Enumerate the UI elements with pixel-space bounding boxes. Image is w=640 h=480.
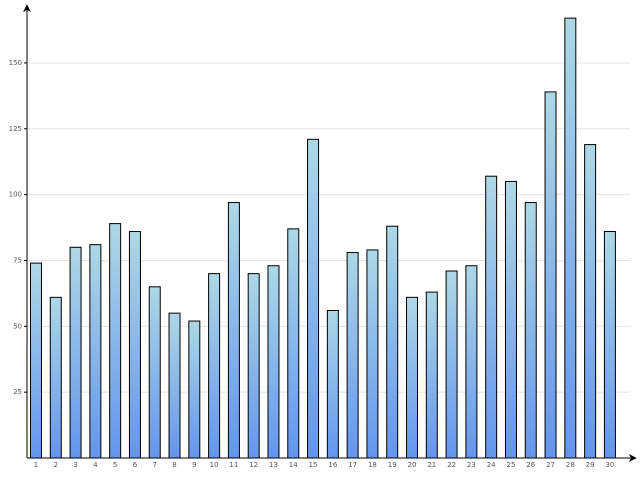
bar (188, 320, 201, 459)
y-tick-label: 100 (9, 191, 22, 199)
x-tick-label: 20 (408, 461, 417, 469)
bar (504, 180, 517, 459)
bar (465, 265, 478, 459)
bar (485, 175, 498, 459)
x-tick-label: 13 (269, 461, 278, 469)
y-tick-label: 50 (13, 322, 22, 330)
x-tick-label: 16 (328, 461, 337, 469)
x-tick-label: 15 (309, 461, 318, 469)
x-tick-label: 5 (113, 461, 117, 469)
bar (69, 246, 82, 459)
bar (326, 310, 339, 459)
x-tick-label: 18 (368, 461, 377, 469)
y-tick-label: 75 (13, 256, 22, 264)
x-tick-label: 14 (289, 461, 298, 469)
x-tick-label: 28 (566, 461, 575, 469)
bar (406, 296, 419, 459)
bar (445, 270, 458, 459)
bar (89, 244, 102, 459)
bar (287, 228, 300, 459)
y-tick-label: 125 (9, 125, 22, 133)
bar (128, 231, 141, 459)
x-tick-label: 2 (54, 461, 58, 469)
y-tick-label: 25 (13, 388, 22, 396)
x-tick-label: 10 (210, 461, 219, 469)
bar (227, 202, 240, 459)
x-tick-label: 17 (348, 461, 357, 469)
bar (544, 91, 557, 459)
x-tick-label: 24 (487, 461, 496, 469)
x-tick-label: 22 (447, 461, 456, 469)
bar (564, 17, 577, 459)
x-tick-label: 7 (153, 461, 157, 469)
bar (603, 231, 616, 459)
bar (208, 273, 221, 459)
bar (307, 138, 320, 459)
bar (524, 202, 537, 459)
bar (267, 265, 280, 459)
x-tick-label: 6 (133, 461, 138, 469)
x-tick-label: 23 (467, 461, 476, 469)
x-tick-label: 11 (229, 461, 238, 469)
x-tick-label: 12 (249, 461, 258, 469)
x-tick-label: 30 (605, 461, 614, 469)
x-tick-label: 25 (506, 461, 515, 469)
x-tick-label: 27 (546, 461, 555, 469)
x-tick-label: 8 (172, 461, 176, 469)
bar (168, 312, 181, 459)
x-tick-label: 26 (526, 461, 535, 469)
x-tick-label: 9 (192, 461, 196, 469)
bar (425, 291, 438, 459)
x-tick-label: 21 (427, 461, 436, 469)
x-tick-label: 19 (388, 461, 397, 469)
x-tick-label: 29 (586, 461, 595, 469)
bar (29, 262, 42, 459)
bar (584, 144, 597, 459)
bar (247, 273, 260, 459)
bar (386, 225, 399, 459)
bar (148, 286, 161, 459)
bar (346, 252, 359, 459)
y-tick-label: 150 (9, 59, 22, 67)
x-tick-label: 4 (93, 461, 98, 469)
bar (366, 249, 379, 459)
x-tick-label: 1 (34, 461, 38, 469)
x-tick-label: 3 (73, 461, 77, 469)
bar (109, 223, 122, 459)
bar (49, 296, 62, 459)
